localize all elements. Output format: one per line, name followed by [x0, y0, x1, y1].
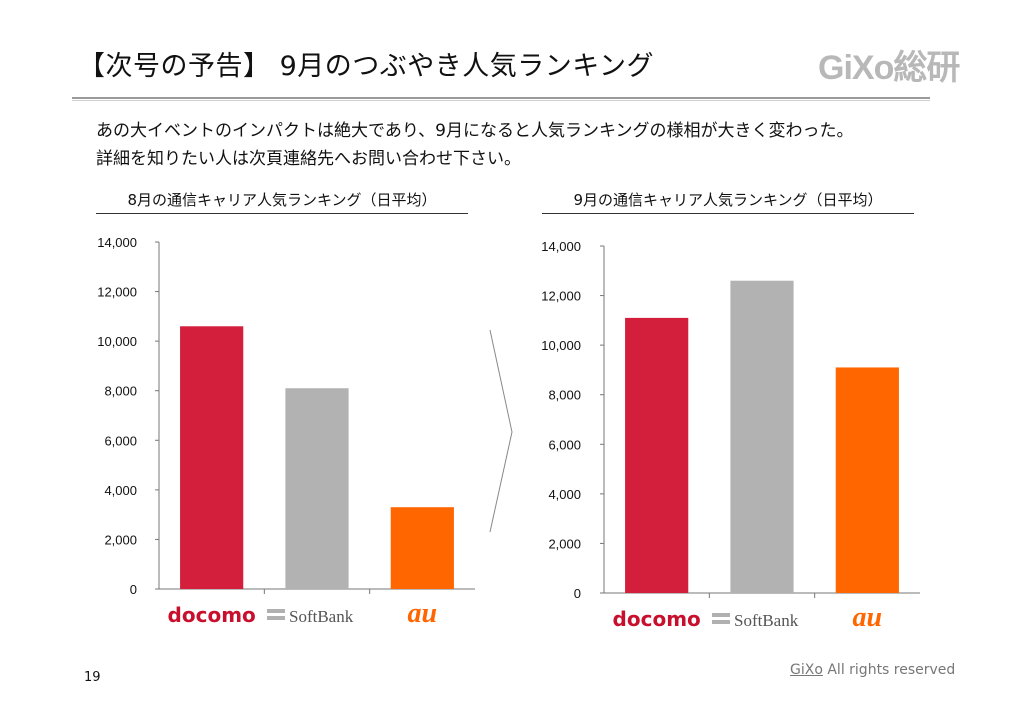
body-text-line-1: あの大イベントのインパクトは絶大であり、9月になると人気ランキングの様相が大きく…	[96, 121, 854, 141]
september-chart-title: 9月の通信キャリア人気ランキング（日平均）	[542, 189, 914, 214]
page-number: 19	[84, 670, 101, 685]
bar-softbank	[730, 280, 794, 593]
y-tick-label: 2,000	[104, 532, 137, 547]
y-tick-label: 12,000	[97, 285, 137, 300]
y-tick-label: 6,000	[104, 433, 137, 448]
au-logo: au	[408, 598, 438, 629]
bar-au	[390, 507, 454, 589]
softbank-logo-bar-icon	[712, 620, 730, 624]
y-tick-label: 10,000	[97, 334, 137, 349]
softbank-logo-bar-icon	[267, 616, 285, 620]
copyright-text: All rights reserved	[822, 662, 956, 678]
header-divider-shadow	[72, 100, 930, 101]
y-tick-label: 4,000	[104, 483, 137, 498]
y-tick-label: 8,000	[104, 384, 137, 399]
bar-au	[835, 367, 899, 593]
copyright: GiXo All rights reserved	[790, 662, 955, 678]
docomo-logo: docomo	[168, 603, 256, 627]
y-tick-label: 10,000	[541, 338, 581, 353]
softbank-logo: SoftBank	[289, 607, 354, 626]
body-text-line-2: 詳細を知りたい人は次頁連絡先へお問い合わせ下さい。	[96, 149, 521, 169]
softbank-logo-bar-icon	[712, 613, 730, 617]
y-tick-label: 0	[130, 582, 137, 597]
y-tick-label: 12,000	[541, 289, 581, 304]
au-logo: au	[853, 602, 883, 633]
transition-arrow-icon	[489, 329, 513, 533]
y-tick-label: 0	[574, 586, 581, 601]
header-divider	[72, 97, 930, 99]
y-tick-label: 8,000	[548, 388, 581, 403]
y-tick-label: 14,000	[541, 239, 581, 254]
bar-docomo	[180, 326, 244, 589]
softbank-logo-bar-icon	[267, 609, 285, 613]
gixo-logo: GiXo総研	[818, 49, 960, 87]
august-chart-title: 8月の通信キャリア人気ランキング（日平均）	[96, 189, 468, 214]
softbank-logo: SoftBank	[734, 611, 799, 630]
y-tick-label: 14,000	[97, 235, 137, 250]
docomo-logo: docomo	[613, 607, 701, 631]
y-tick-label: 2,000	[548, 536, 581, 551]
y-tick-label: 4,000	[548, 487, 581, 502]
y-tick-label: 6,000	[548, 437, 581, 452]
page-title: 【次号の予告】 9月のつぶやき人気ランキング	[78, 51, 654, 82]
bar-softbank	[285, 388, 349, 589]
copyright-brand: GiXo	[790, 662, 823, 678]
bar-docomo	[625, 317, 689, 593]
